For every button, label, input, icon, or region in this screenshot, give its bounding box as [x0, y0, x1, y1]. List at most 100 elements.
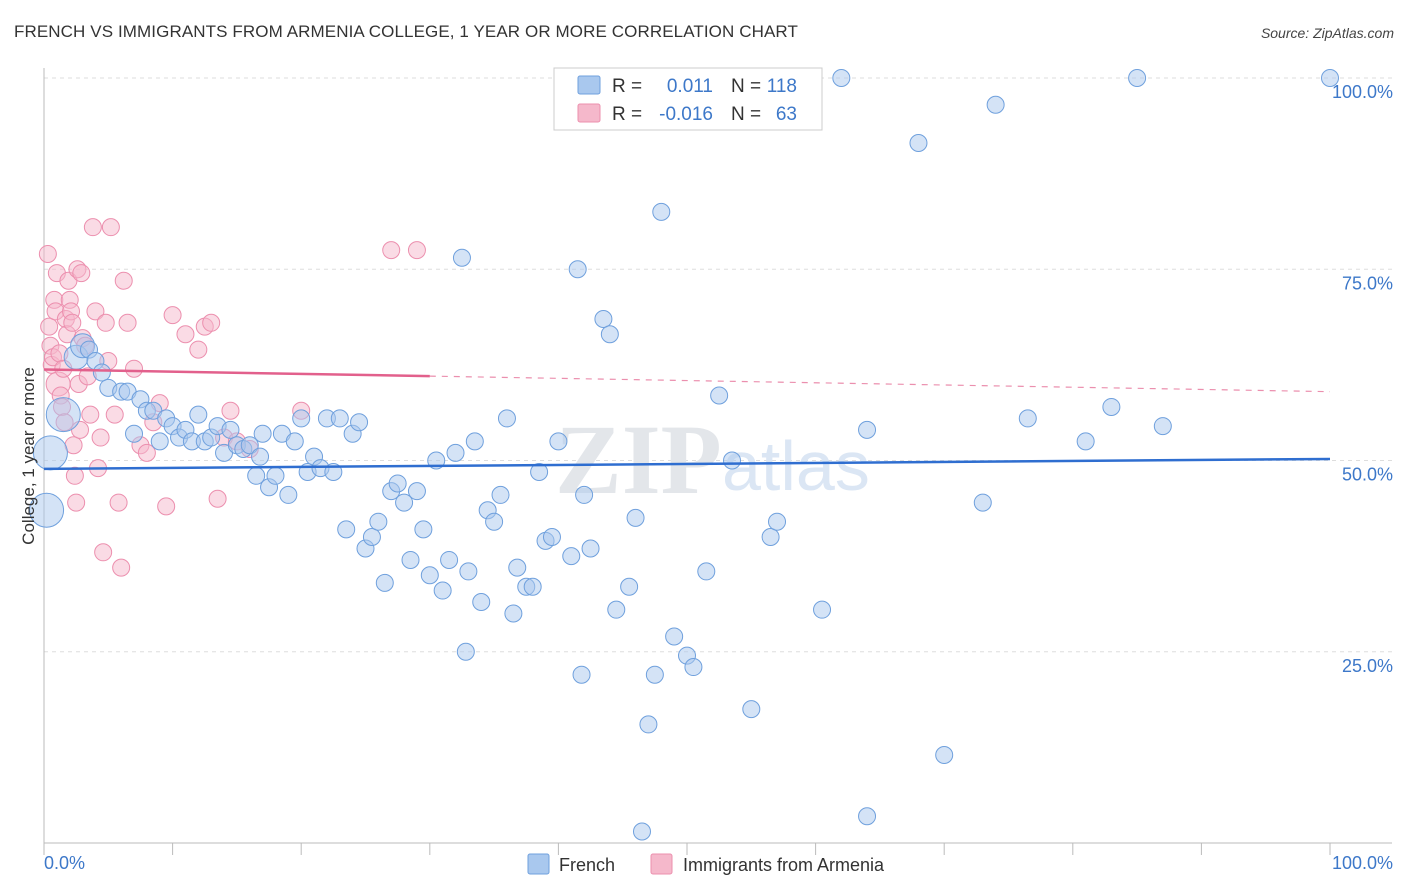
french-point	[465, 432, 484, 451]
legend-swatch-french	[577, 75, 601, 95]
french-point	[530, 462, 549, 481]
y-tick-labels: 25.0% 50.0% 75.0% 100.0%	[1332, 82, 1393, 676]
french-point	[761, 528, 780, 546]
top-legend: R = 0.011 N = 118 R = -0.016 N = 63	[553, 67, 823, 131]
french-point	[369, 512, 388, 531]
x-tick-label: 100.0%	[1332, 853, 1393, 873]
french-point	[433, 581, 452, 600]
legend-n-label-french: N =	[731, 76, 761, 97]
french-point	[1153, 417, 1172, 436]
y-tick-label: 25.0%	[1342, 656, 1393, 676]
armenia-point	[208, 489, 227, 508]
y-tick-label: 50.0%	[1342, 465, 1393, 485]
french-point	[330, 409, 349, 428]
armenia-point	[83, 218, 102, 237]
french-point	[626, 508, 645, 527]
armenia-point	[91, 428, 110, 447]
french-point	[350, 413, 369, 432]
bottom-legend-swatch-french	[527, 853, 550, 875]
french-trend-line	[43, 457, 1331, 471]
bottom-legend-label-french: French	[559, 855, 615, 875]
legend-n-value-french: 118	[767, 76, 797, 97]
french-point	[29, 492, 65, 528]
legend-r-label-french: R =	[612, 76, 642, 97]
french-point	[652, 202, 671, 221]
french-point	[858, 420, 877, 439]
armenia-point	[125, 359, 144, 378]
armenia-point	[112, 558, 131, 577]
french-point	[1018, 409, 1037, 428]
french-point	[240, 436, 259, 455]
french-point	[1076, 432, 1095, 451]
french-point	[485, 512, 504, 531]
armenia-point	[67, 493, 86, 512]
french-point	[45, 397, 81, 433]
legend-r-value-armenia: -0.016	[659, 104, 713, 125]
y-axis-label: College, 1 year or more	[19, 367, 38, 545]
french-point	[665, 627, 684, 646]
french-point	[909, 134, 928, 153]
french-point	[542, 528, 561, 546]
french-point	[1128, 69, 1147, 87]
bottom-legend-swatch-armenia	[650, 853, 673, 875]
french-point	[92, 363, 111, 382]
french-point	[935, 746, 954, 765]
french-point	[697, 562, 716, 581]
armenia-point	[202, 313, 221, 332]
source-label: Source: ZipAtlas.com	[1260, 25, 1394, 41]
armenia-point	[118, 313, 137, 332]
armenia-point	[105, 405, 124, 424]
french-point	[32, 435, 68, 471]
french-point	[459, 562, 478, 581]
armenia-point	[86, 302, 105, 321]
french-point	[594, 309, 613, 328]
french-point	[742, 700, 761, 719]
french-point	[568, 260, 587, 279]
legend-n-value-armenia: 63	[776, 104, 797, 125]
french-point	[1321, 69, 1339, 87]
french-point	[645, 665, 664, 684]
legend-n-label-armenia: N =	[731, 104, 761, 125]
armenia-trend-line-dashed	[429, 375, 1331, 393]
french-point	[986, 95, 1005, 114]
bottom-legend: French Immigrants from Armenia	[527, 853, 885, 875]
french-point	[639, 715, 658, 734]
armenia-point	[63, 313, 82, 332]
x-tick-labels: 0.0% 100.0%	[44, 853, 1393, 873]
french-point	[266, 466, 285, 485]
french-point	[581, 539, 600, 558]
french-point	[456, 642, 475, 661]
watermark: ZIP atlas	[555, 404, 870, 515]
french-point	[973, 493, 992, 512]
grid-lines	[44, 77, 1392, 653]
french-point	[221, 420, 240, 439]
french-point	[251, 447, 270, 466]
french-point	[388, 474, 407, 493]
legend-r-label-armenia: R =	[612, 104, 642, 125]
armenia-point	[40, 317, 59, 336]
armenia-point	[38, 244, 57, 263]
french-point	[362, 528, 381, 546]
french-point	[497, 409, 516, 428]
french-point	[440, 550, 459, 569]
french-point	[150, 432, 169, 451]
french-point	[600, 325, 619, 344]
french-point	[632, 822, 651, 841]
french-point	[452, 248, 471, 267]
armenia-point	[81, 405, 100, 424]
french-point	[684, 658, 703, 677]
french-point	[1102, 397, 1121, 416]
french-point	[549, 432, 568, 451]
armenia-point	[72, 264, 91, 283]
armenia-point	[101, 218, 120, 237]
trend-lines	[43, 368, 1331, 471]
french-point	[285, 432, 304, 451]
armenia-point	[407, 241, 426, 260]
french-point	[395, 493, 414, 512]
armenia-point	[157, 497, 176, 516]
french-point	[491, 485, 510, 504]
french-point	[723, 451, 742, 470]
legend-swatch-armenia	[577, 103, 601, 123]
armenia-point	[176, 325, 195, 344]
french-point	[858, 807, 877, 826]
